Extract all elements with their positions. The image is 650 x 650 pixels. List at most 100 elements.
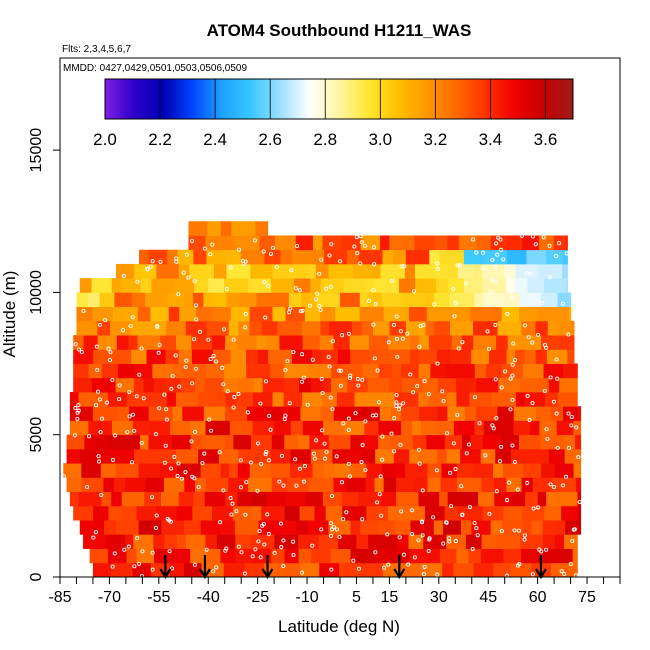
heatmap-cell [565, 235, 568, 251]
sample-point [566, 411, 571, 416]
heatmap-cell [250, 263, 274, 279]
y-tick-label: 0 [28, 572, 45, 581]
heatmap-cell [328, 263, 354, 279]
sample-point [496, 235, 501, 240]
sample-point [164, 417, 169, 422]
heatmap-cell [447, 392, 457, 407]
x-tick-label: -25 [246, 589, 269, 606]
heatmap-cell [569, 306, 572, 322]
heatmap-cell [537, 491, 547, 507]
sample-point [362, 243, 368, 249]
heatmap-cell [493, 562, 512, 577]
heatmap-cell [391, 406, 402, 421]
heatmap-cell [176, 335, 192, 350]
heatmap-cell [318, 534, 339, 549]
sample-point [260, 523, 265, 528]
heatmap-cell [320, 278, 345, 293]
heatmap-cell [341, 363, 364, 379]
sample-point [243, 325, 248, 330]
sample-point [441, 398, 446, 404]
heatmap-cell [314, 505, 327, 521]
heatmap-cell [231, 221, 256, 236]
heatmap-cell [554, 534, 565, 549]
heatmap-cell [561, 505, 578, 521]
sample-point [164, 407, 169, 412]
sample-point [445, 431, 450, 436]
sample-point [555, 376, 560, 381]
sample-point [386, 562, 391, 567]
heatmap-cell [428, 392, 448, 407]
sample-point [449, 504, 454, 509]
heatmap-cell [575, 434, 582, 450]
heatmap-cell [76, 320, 98, 336]
heatmap-cell [206, 320, 230, 336]
heatmap-cell [323, 463, 336, 478]
heatmap-cell [425, 505, 446, 521]
sample-point [419, 520, 425, 525]
sample-point [232, 395, 237, 400]
sample-point [163, 443, 168, 448]
heatmap-cell [247, 278, 272, 293]
sample-point [472, 520, 477, 526]
sample-point [231, 337, 236, 342]
sample-point [248, 460, 253, 465]
sample-point [541, 235, 546, 240]
heatmap-cell [419, 406, 439, 421]
heatmap-cell [515, 278, 529, 293]
sample-point [206, 337, 211, 342]
heatmap-cell [146, 392, 168, 407]
sample-point [177, 384, 182, 389]
sample-point [360, 517, 365, 522]
sample-point [559, 569, 564, 574]
sample-point [301, 479, 307, 484]
sample-point [375, 500, 380, 505]
sample-point [547, 275, 552, 280]
heatmap-cell [104, 520, 117, 535]
sample-point [137, 372, 142, 377]
sample-point [328, 395, 333, 400]
sample-point [255, 488, 260, 493]
heatmap-cell [418, 548, 441, 564]
sample-point [268, 427, 273, 432]
heatmap-cell [271, 477, 288, 493]
heatmap-cell [553, 235, 566, 251]
y-tick-label: 15000 [28, 128, 45, 173]
heatmap-cell [192, 505, 213, 521]
sample-point [311, 451, 316, 456]
heatmap-cell [338, 534, 357, 549]
heatmap-cell [234, 520, 260, 535]
sample-point [73, 406, 78, 411]
heatmap-cell [563, 434, 576, 450]
heatmap-cell [482, 434, 502, 450]
sample-point [214, 565, 219, 570]
sample-point [420, 533, 425, 538]
sample-point [139, 346, 144, 351]
heatmap-cell [305, 491, 324, 507]
heatmap-cell [320, 406, 335, 421]
heatmap-cell [117, 406, 130, 421]
sample-point [110, 564, 115, 569]
sample-point [255, 441, 261, 446]
heatmap-cell [401, 420, 413, 436]
y-axis-title: Altitude (m) [0, 271, 19, 358]
heatmap-cell [533, 448, 550, 464]
sample-point [168, 519, 173, 524]
sample-point [211, 353, 216, 358]
sample-point [157, 342, 162, 347]
sample-point [410, 532, 415, 537]
heatmap-cell [520, 534, 544, 549]
heatmap-cell [182, 406, 205, 421]
heatmap-cell [364, 434, 379, 450]
heatmap-cell [378, 520, 396, 535]
heatmap-cell [510, 562, 532, 577]
sample-point [337, 368, 342, 373]
sample-point [153, 525, 158, 530]
heatmap-cell [175, 392, 199, 407]
sample-point [495, 252, 500, 257]
sample-point [291, 539, 296, 544]
sample-point [371, 245, 376, 250]
sample-point [150, 550, 155, 555]
heatmap-cell [237, 491, 253, 507]
heatmap-cell [410, 520, 435, 535]
heatmap-cell [541, 463, 556, 478]
